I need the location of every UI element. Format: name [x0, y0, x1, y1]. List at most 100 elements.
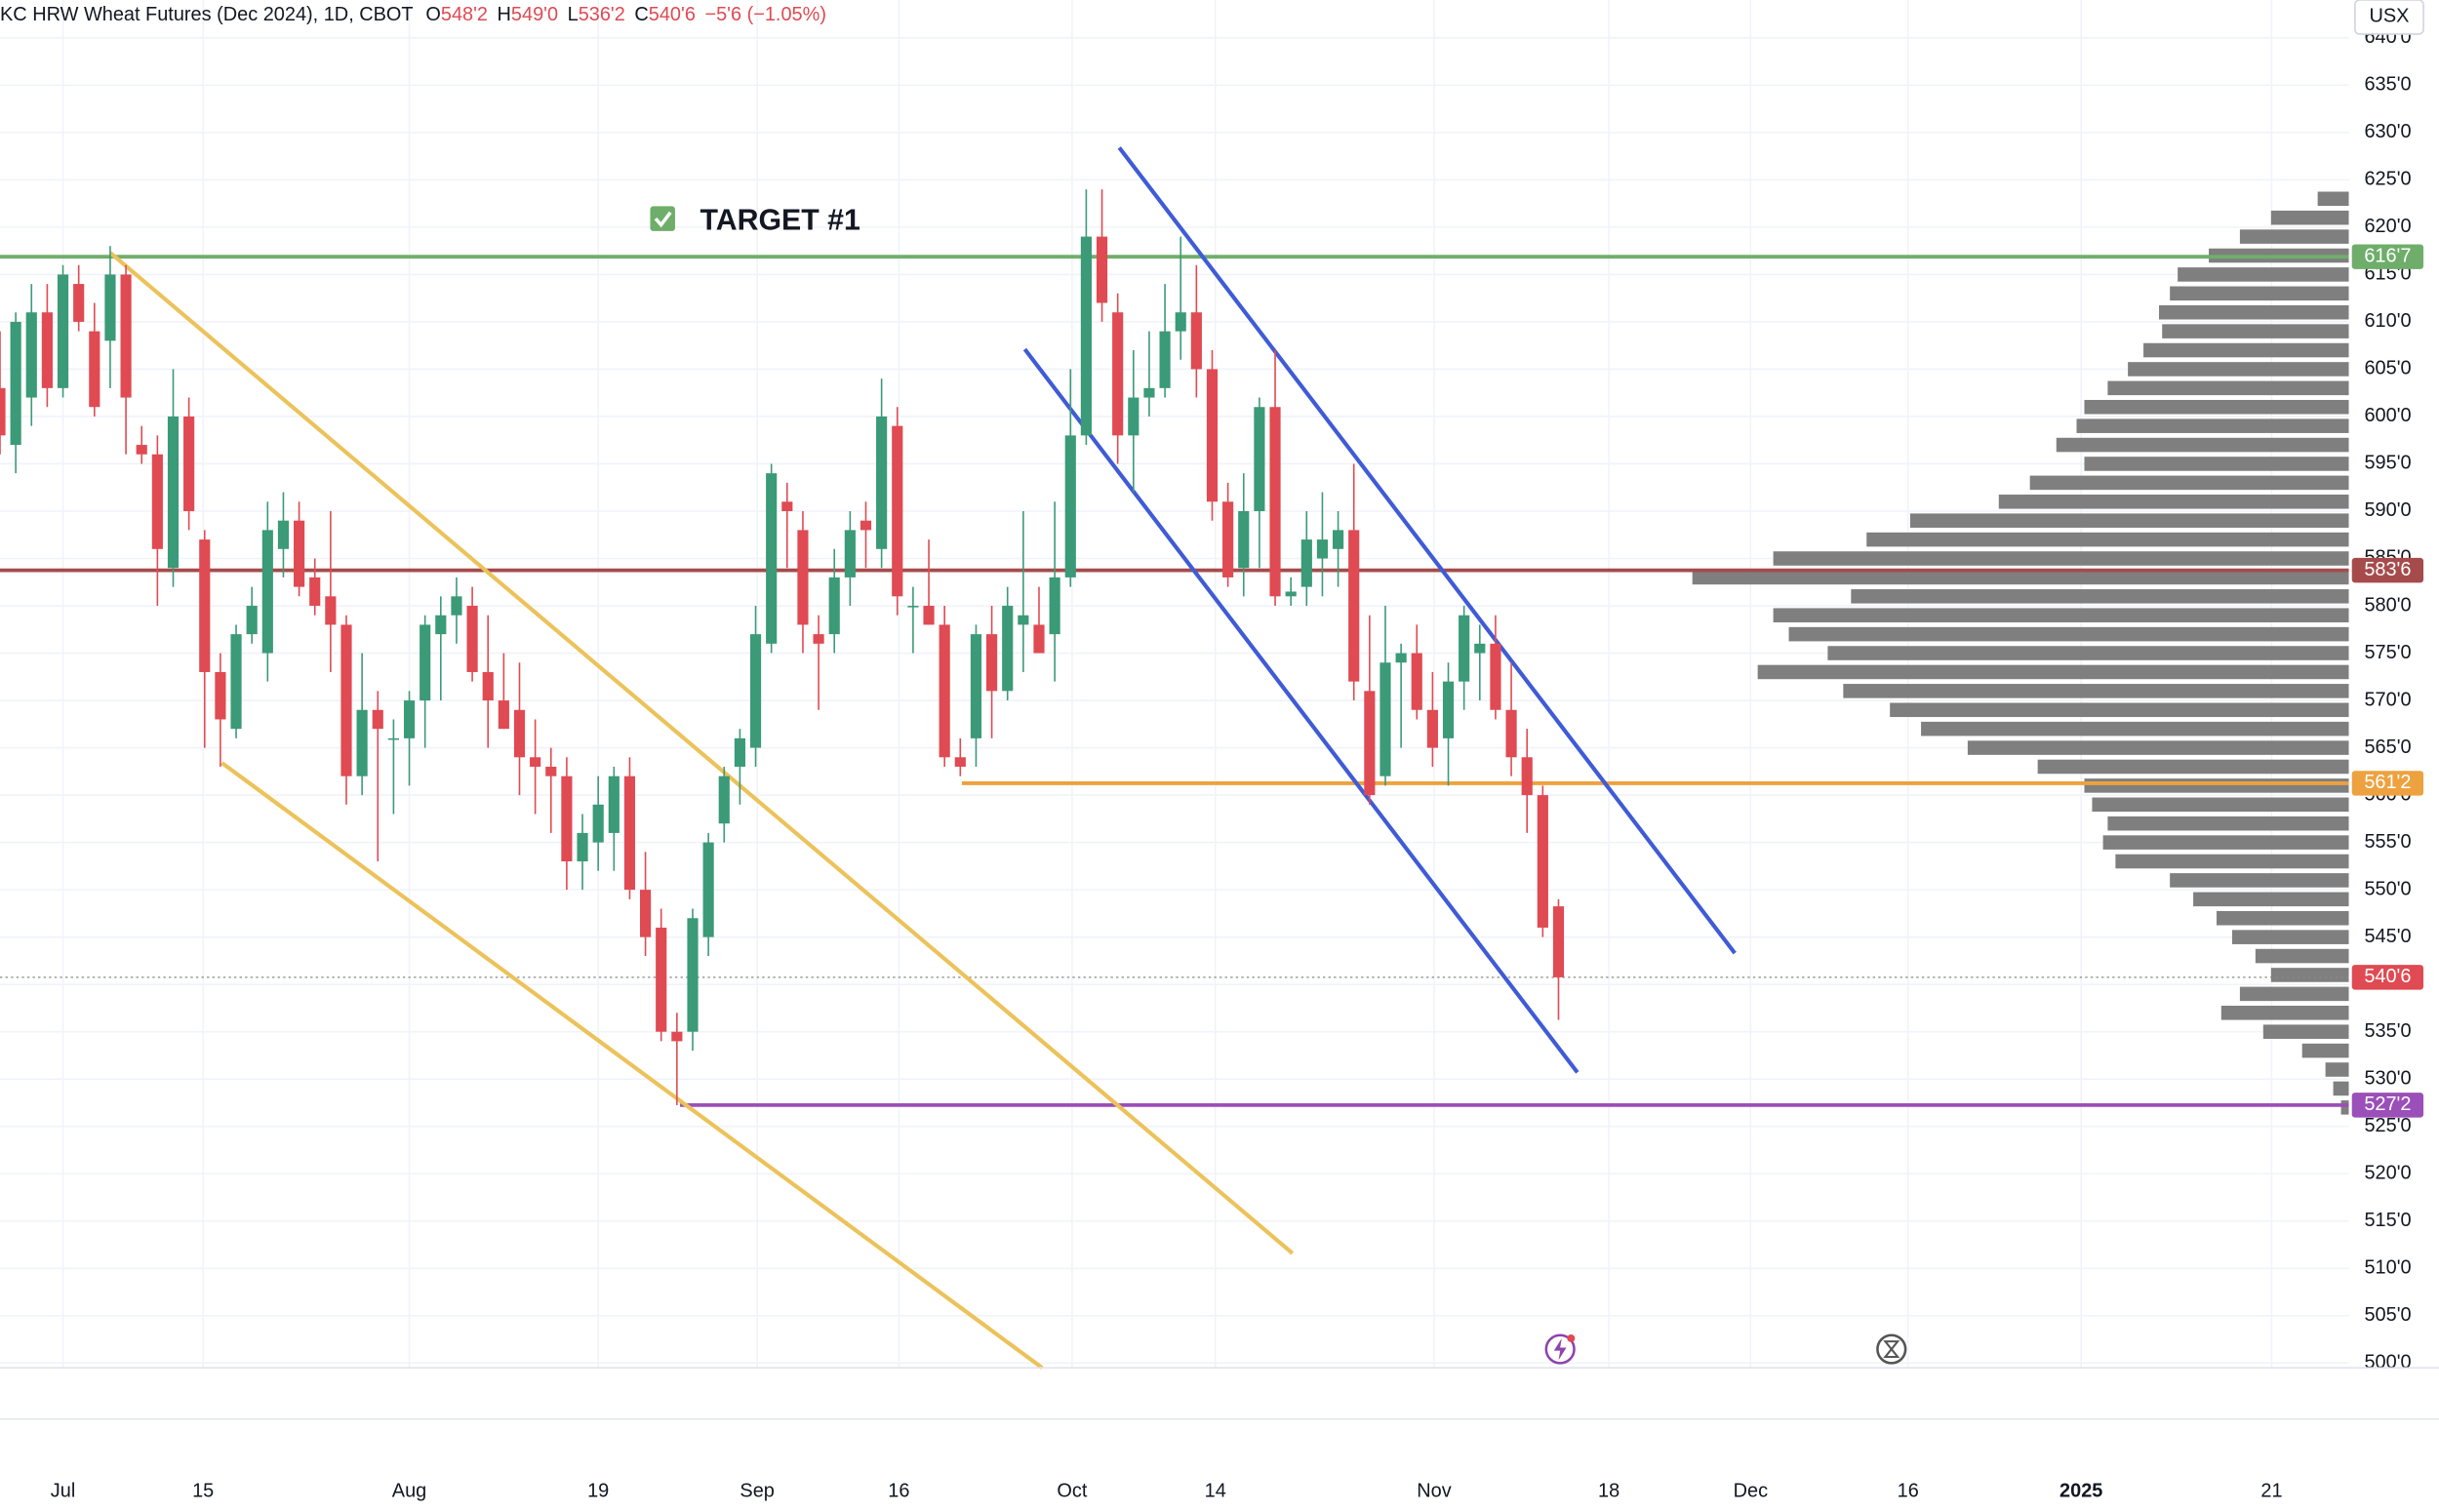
profile-bar	[2239, 986, 2349, 1002]
profile-bar	[2333, 1081, 2349, 1096]
candle-body	[561, 776, 573, 862]
candle-body	[41, 312, 53, 388]
candle-body	[1206, 369, 1219, 502]
profile-bar	[2170, 873, 2349, 888]
profile-bar	[2162, 324, 2349, 338]
header-text: C	[634, 4, 648, 25]
candle-body	[498, 700, 509, 730]
candle-body	[1411, 653, 1422, 710]
y-tick-label: 610'0	[2364, 310, 2411, 332]
candle-body	[671, 1031, 683, 1042]
x-tick-label: 16	[888, 1481, 909, 1502]
x-tick-label: 14	[1205, 1481, 1226, 1502]
price-badge	[2351, 771, 2424, 796]
candles	[0, 189, 1565, 1105]
candle-body	[89, 331, 100, 408]
candle-body	[860, 520, 872, 531]
profile-bar	[1773, 551, 2349, 566]
candle-body	[592, 804, 604, 843]
y-tick-label: 530'0	[2364, 1067, 2411, 1089]
profile-bar	[2084, 399, 2349, 415]
profile-bar	[2076, 418, 2349, 433]
candle-body	[749, 634, 762, 748]
price-badge-label: 561'2	[2364, 772, 2411, 793]
candle-body	[1364, 691, 1376, 796]
candle-body	[277, 520, 290, 549]
profile-bar	[2270, 210, 2349, 225]
y-tick-label: 635'0	[2364, 74, 2411, 96]
event-dot	[1567, 1333, 1576, 1342]
y-tick-label: 555'0	[2364, 831, 2411, 853]
candle-body	[1049, 577, 1060, 635]
candle-body	[1537, 795, 1548, 928]
y-tick-label: 580'0	[2364, 594, 2411, 616]
profile-bar	[2128, 362, 2349, 377]
candle-body	[482, 671, 494, 701]
y-tick-label: 595'0	[2364, 453, 2411, 474]
x-tick-label: 21	[2260, 1481, 2282, 1502]
header-text: 549'0	[511, 4, 558, 25]
candle-body	[844, 530, 856, 577]
candle-body	[1064, 435, 1076, 577]
profile-bar	[2159, 304, 2349, 320]
grid	[0, 0, 2349, 1369]
price-badge-label: 527'2	[2364, 1094, 2411, 1115]
header-text: 536'2	[579, 4, 625, 25]
candle-body	[325, 596, 337, 625]
trendline	[1022, 347, 1579, 1074]
y-tick-label: 550'0	[2364, 878, 2411, 899]
y-tick-label: 625'0	[2364, 169, 2411, 190]
candle-body	[1254, 407, 1265, 511]
candle-body	[1143, 387, 1155, 398]
x-tick-label: 18	[1598, 1481, 1619, 1502]
candle-body	[1474, 643, 1486, 654]
candle-body	[1490, 643, 1501, 710]
x-tick-label: Jul	[51, 1481, 75, 1502]
profile-bar	[2340, 1100, 2349, 1115]
header: KC HRW Wheat Futures (Dec 2024), 1D, CBO…	[0, 4, 826, 25]
volume-profile	[1692, 191, 2349, 1115]
candle-body	[451, 596, 462, 616]
candle-body	[923, 606, 935, 625]
profile-bar	[1843, 684, 2349, 698]
price-badge-label: 540'6	[2364, 966, 2411, 987]
candle-body	[167, 416, 180, 569]
x-tick-label: 15	[192, 1481, 214, 1502]
candle-body	[403, 700, 416, 738]
header-text: H	[498, 4, 511, 25]
y-tick-label: 505'0	[2364, 1304, 2411, 1326]
candle-body	[246, 606, 258, 635]
time-axis: Jul 15 Aug 19 Sep 16 Oct 14 Nov 18 Dec 16 2025 21	[51, 1481, 2283, 1502]
profile-bar	[2143, 342, 2349, 358]
profile-bar	[2262, 1024, 2349, 1039]
x-tick-label: Nov	[1417, 1481, 1451, 1502]
candle-body	[104, 274, 116, 341]
candle-body	[120, 274, 132, 398]
profile-bar	[1851, 589, 2349, 604]
header-text: O	[425, 4, 441, 25]
expiry-icon-glass	[1883, 1340, 1900, 1359]
candle-body	[10, 321, 21, 446]
y-tick-label: 630'0	[2364, 121, 2411, 142]
candle-body	[215, 671, 226, 720]
candle-body	[466, 606, 478, 672]
event-icon[interactable]	[1544, 1333, 1576, 1365]
candle-body	[372, 709, 383, 730]
trendlines	[108, 146, 1737, 1370]
candle-body	[420, 624, 431, 701]
currency-button[interactable]	[2354, 0, 2424, 35]
profile-bar	[1890, 702, 2349, 718]
profile-bar	[2325, 1062, 2349, 1077]
y-tick-label: 600'0	[2364, 405, 2411, 426]
x-tick-label: 19	[587, 1481, 609, 1502]
candle-body	[623, 776, 636, 891]
candle-body	[340, 624, 352, 776]
currency-label[interactable]: USX	[2369, 6, 2409, 27]
x-tick-label: Dec	[1734, 1481, 1768, 1502]
expiry-icon[interactable]	[1876, 1333, 1907, 1365]
profile-bar	[1998, 495, 2349, 509]
header-text: KC HRW Wheat Futures (Dec 2024), 1D, CBO…	[0, 4, 414, 25]
profile-bar	[1866, 532, 2349, 547]
candle-body	[1505, 709, 1517, 758]
